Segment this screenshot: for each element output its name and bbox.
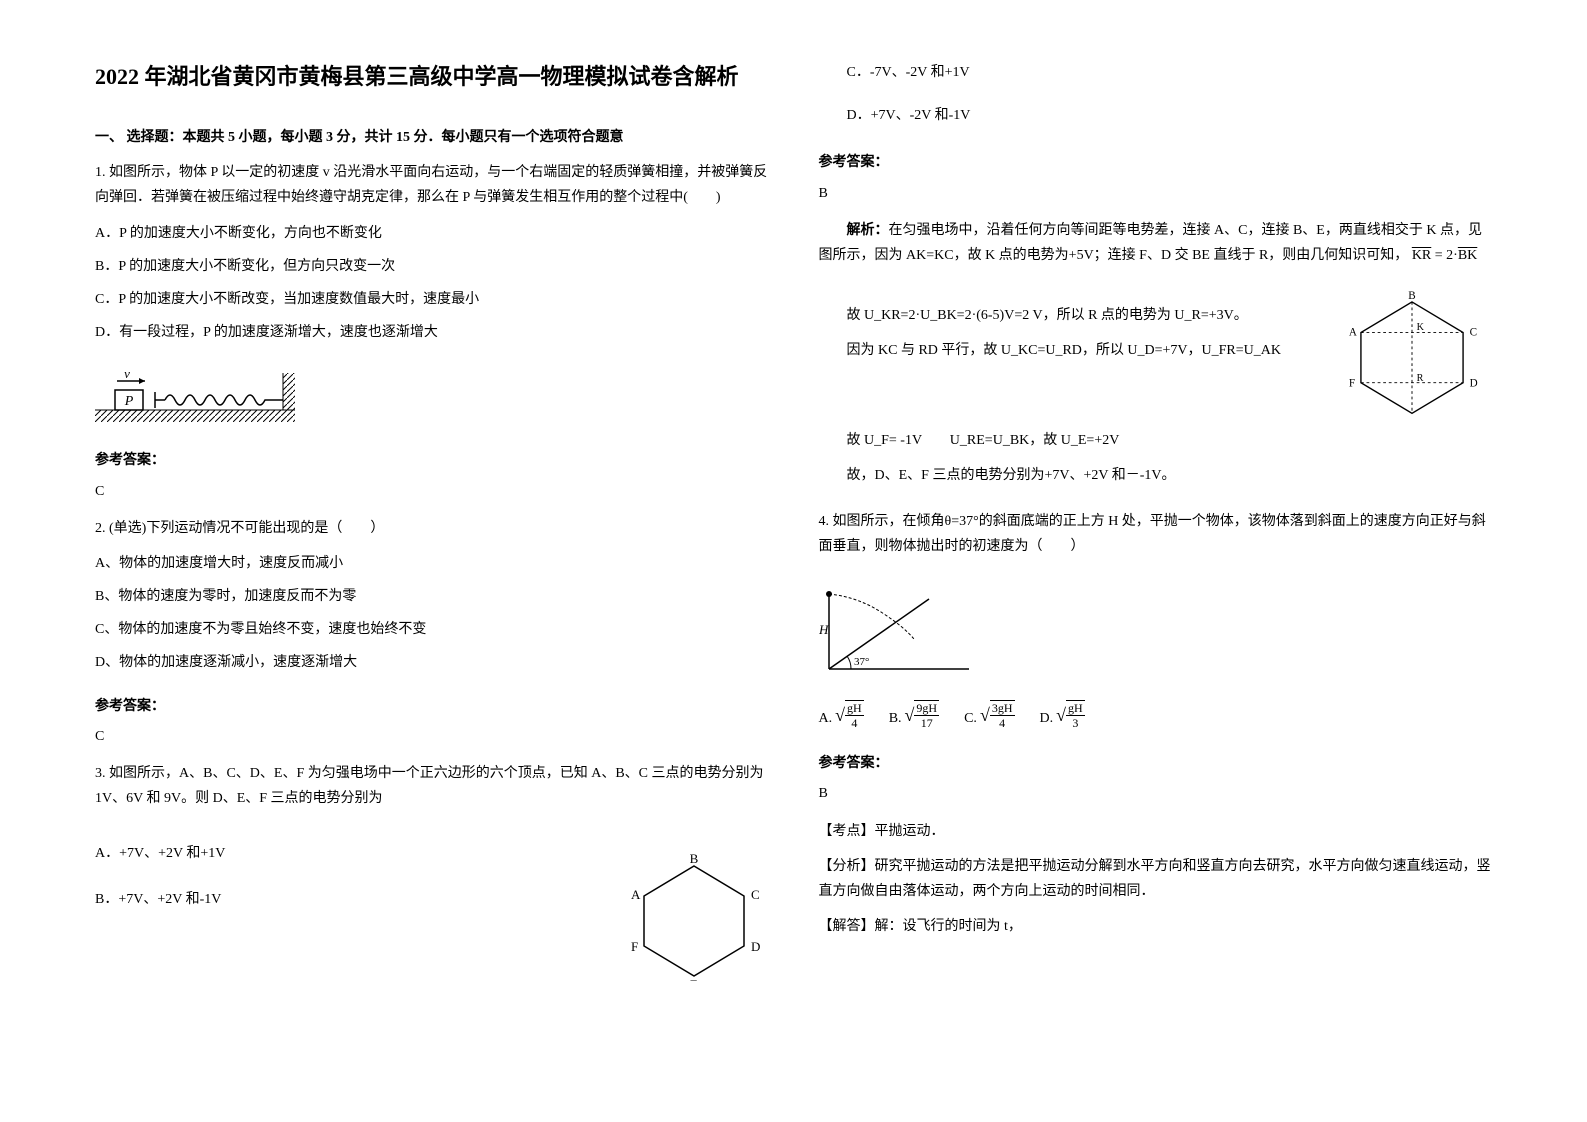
spring-diagram: P v <box>95 368 295 423</box>
hex-e: E <box>690 977 698 981</box>
document-title: 2022 年湖北省黄冈市黄梅县第三高级中学高一物理模拟试卷含解析 <box>95 60 769 93</box>
opt-d: D. √ gH3 <box>1040 699 1085 731</box>
hex2-f: F <box>1349 378 1355 390</box>
question-3-stem: 3. 如图所示，A、B、C、D、E、F 为匀强电场中一个正六边形的六个顶点，已知… <box>95 761 769 811</box>
opt-b-label: B. <box>889 706 902 731</box>
q1-answer-label: 参考答案： <box>95 448 769 473</box>
q1-option-c: C．P 的加速度大小不断改变，当加速度数值最大时，速度最小 <box>95 287 769 312</box>
opt-c-label: C. <box>964 706 977 731</box>
q2-answer-label: 参考答案： <box>95 694 769 719</box>
q2-option-c: C、物体的加速度不为零且始终不变，速度也始终不变 <box>95 617 769 642</box>
q3-option-b: B．+7V、+2V 和-1V <box>95 887 589 912</box>
hex2-e: E <box>1409 417 1416 419</box>
hex-c: C <box>751 887 760 902</box>
velocity-label: v <box>124 368 130 381</box>
solution-bracket: 【解答】 <box>819 919 875 934</box>
q4-analysis: 【分析】研究平抛运动的方法是把平抛运动分解到水平方向和竖直方向去研究，水平方向做… <box>819 854 1493 904</box>
solution-text: 解：设飞行的时间为 t， <box>875 919 1022 934</box>
q3-option-d: D．+7V、-2V 和-1V <box>819 103 1493 128</box>
hex-f: F <box>631 939 638 954</box>
question-4-stem: 4. 如图所示，在倾角θ=37°的斜面底端的正上方 H 处，平抛一个物体，该物体… <box>819 509 1493 559</box>
hexagon-diagram-1: B C D E F A <box>619 851 769 981</box>
right-column: C．-7V、-2V 和+1V D．+7V、-2V 和-1V 参考答案： B 解析… <box>819 60 1493 1062</box>
hex2-r: R <box>1417 373 1424 384</box>
analysis-label: 解析： <box>847 223 889 238</box>
analysis-text: 研究平抛运动的方法是把平抛运动分解到水平方向和竖直方向去研究，水平方向做匀速直线… <box>819 859 1491 899</box>
opt-a: A. √ gH4 <box>819 699 864 731</box>
question-1-stem: 1. 如图所示，物体 P 以一定的初速度 v 沿光滑水平面向右运动，与一个右端固… <box>95 160 769 210</box>
q2-option-b: B、物体的速度为零时，加速度反而不为零 <box>95 584 769 609</box>
q3-answer-label: 参考答案： <box>819 150 1493 175</box>
section-header: 一、 选择题：本题共 5 小题，每小题 3 分，共计 15 分．每小题只有一个选… <box>95 125 769 150</box>
opt-b: B. √ 9gH17 <box>889 699 939 731</box>
q3-option-a: A．+7V、+2V 和+1V <box>95 841 589 866</box>
q4-answer: B <box>819 781 1493 806</box>
kr-formula: KR = 2·BK <box>1412 248 1477 263</box>
hex-d: D <box>751 939 760 954</box>
q4-answer-label: 参考答案： <box>819 751 1493 776</box>
opt-a-label: A. <box>819 706 833 731</box>
incline-diagram: 37° H <box>819 579 979 679</box>
left-column: 2022 年湖北省黄冈市黄梅县第三高级中学高一物理模拟试卷含解析 一、 选择题：… <box>95 60 769 1062</box>
hex2-k: K <box>1417 322 1425 333</box>
hex-a: A <box>631 887 641 902</box>
hex2-b: B <box>1408 290 1415 302</box>
q2-option-d: D、物体的加速度逐渐减小，速度逐渐增大 <box>95 650 769 675</box>
hex-b: B <box>689 851 698 866</box>
angle-label: 37° <box>854 656 869 668</box>
hex2-a: A <box>1349 326 1357 338</box>
q2-option-a: A、物体的加速度增大时，速度反而减小 <box>95 551 769 576</box>
hex2-c: C <box>1470 326 1477 338</box>
opt-c: C. √ 3gH4 <box>964 699 1014 731</box>
q1-option-d: D．有一段过程，P 的加速度逐渐增大，速度也逐渐增大 <box>95 320 769 345</box>
q3-analysis-5: 故，D、E、F 三点的电势分别为+7V、+2V 和－-1V。 <box>819 463 1493 488</box>
hex2-d: D <box>1470 378 1478 390</box>
q4-solution: 【解答】解：设飞行的时间为 t， <box>819 914 1493 939</box>
point-bracket: 【考点】 <box>819 824 875 839</box>
question-2-stem: 2. (单选)下列运动情况不可能出现的是（ ） <box>95 516 769 541</box>
q1-answer: C <box>95 479 769 504</box>
height-label: H <box>819 622 829 637</box>
opt-d-label: D. <box>1040 706 1054 731</box>
block-label-p: P <box>124 394 134 409</box>
q2-answer: C <box>95 724 769 749</box>
q4-point: 【考点】平抛运动． <box>819 819 1493 844</box>
analysis-text-1: 在匀强电场中，沿着任何方向等间距等电势差，连接 A、C，连接 B、E，两直线相交… <box>819 223 1482 263</box>
q3-answer: B <box>819 181 1493 206</box>
q1-option-b: B．P 的加速度大小不断变化，但方向只改变一次 <box>95 254 769 279</box>
hexagon-diagram-2: B C D E F A K R <box>1332 288 1492 418</box>
q1-option-a: A．P 的加速度大小不断变化，方向也不断变化 <box>95 221 769 246</box>
q3-analysis-4: 故 U_F= -1V U_RE=U_BK，故 U_E=+2V <box>819 428 1493 453</box>
point-text: 平抛运动． <box>875 824 945 839</box>
q3-option-c: C．-7V、-2V 和+1V <box>819 60 1493 85</box>
formula-options: A. √ gH4 B. √ 9gH17 C. √ 3gH4 D. √ gH3 <box>819 699 1493 731</box>
q3-analysis-1: 解析：在匀强电场中，沿着任何方向等间距等电势差，连接 A、C，连接 B、E，两直… <box>819 218 1493 268</box>
analysis-bracket: 【分析】 <box>819 859 875 874</box>
